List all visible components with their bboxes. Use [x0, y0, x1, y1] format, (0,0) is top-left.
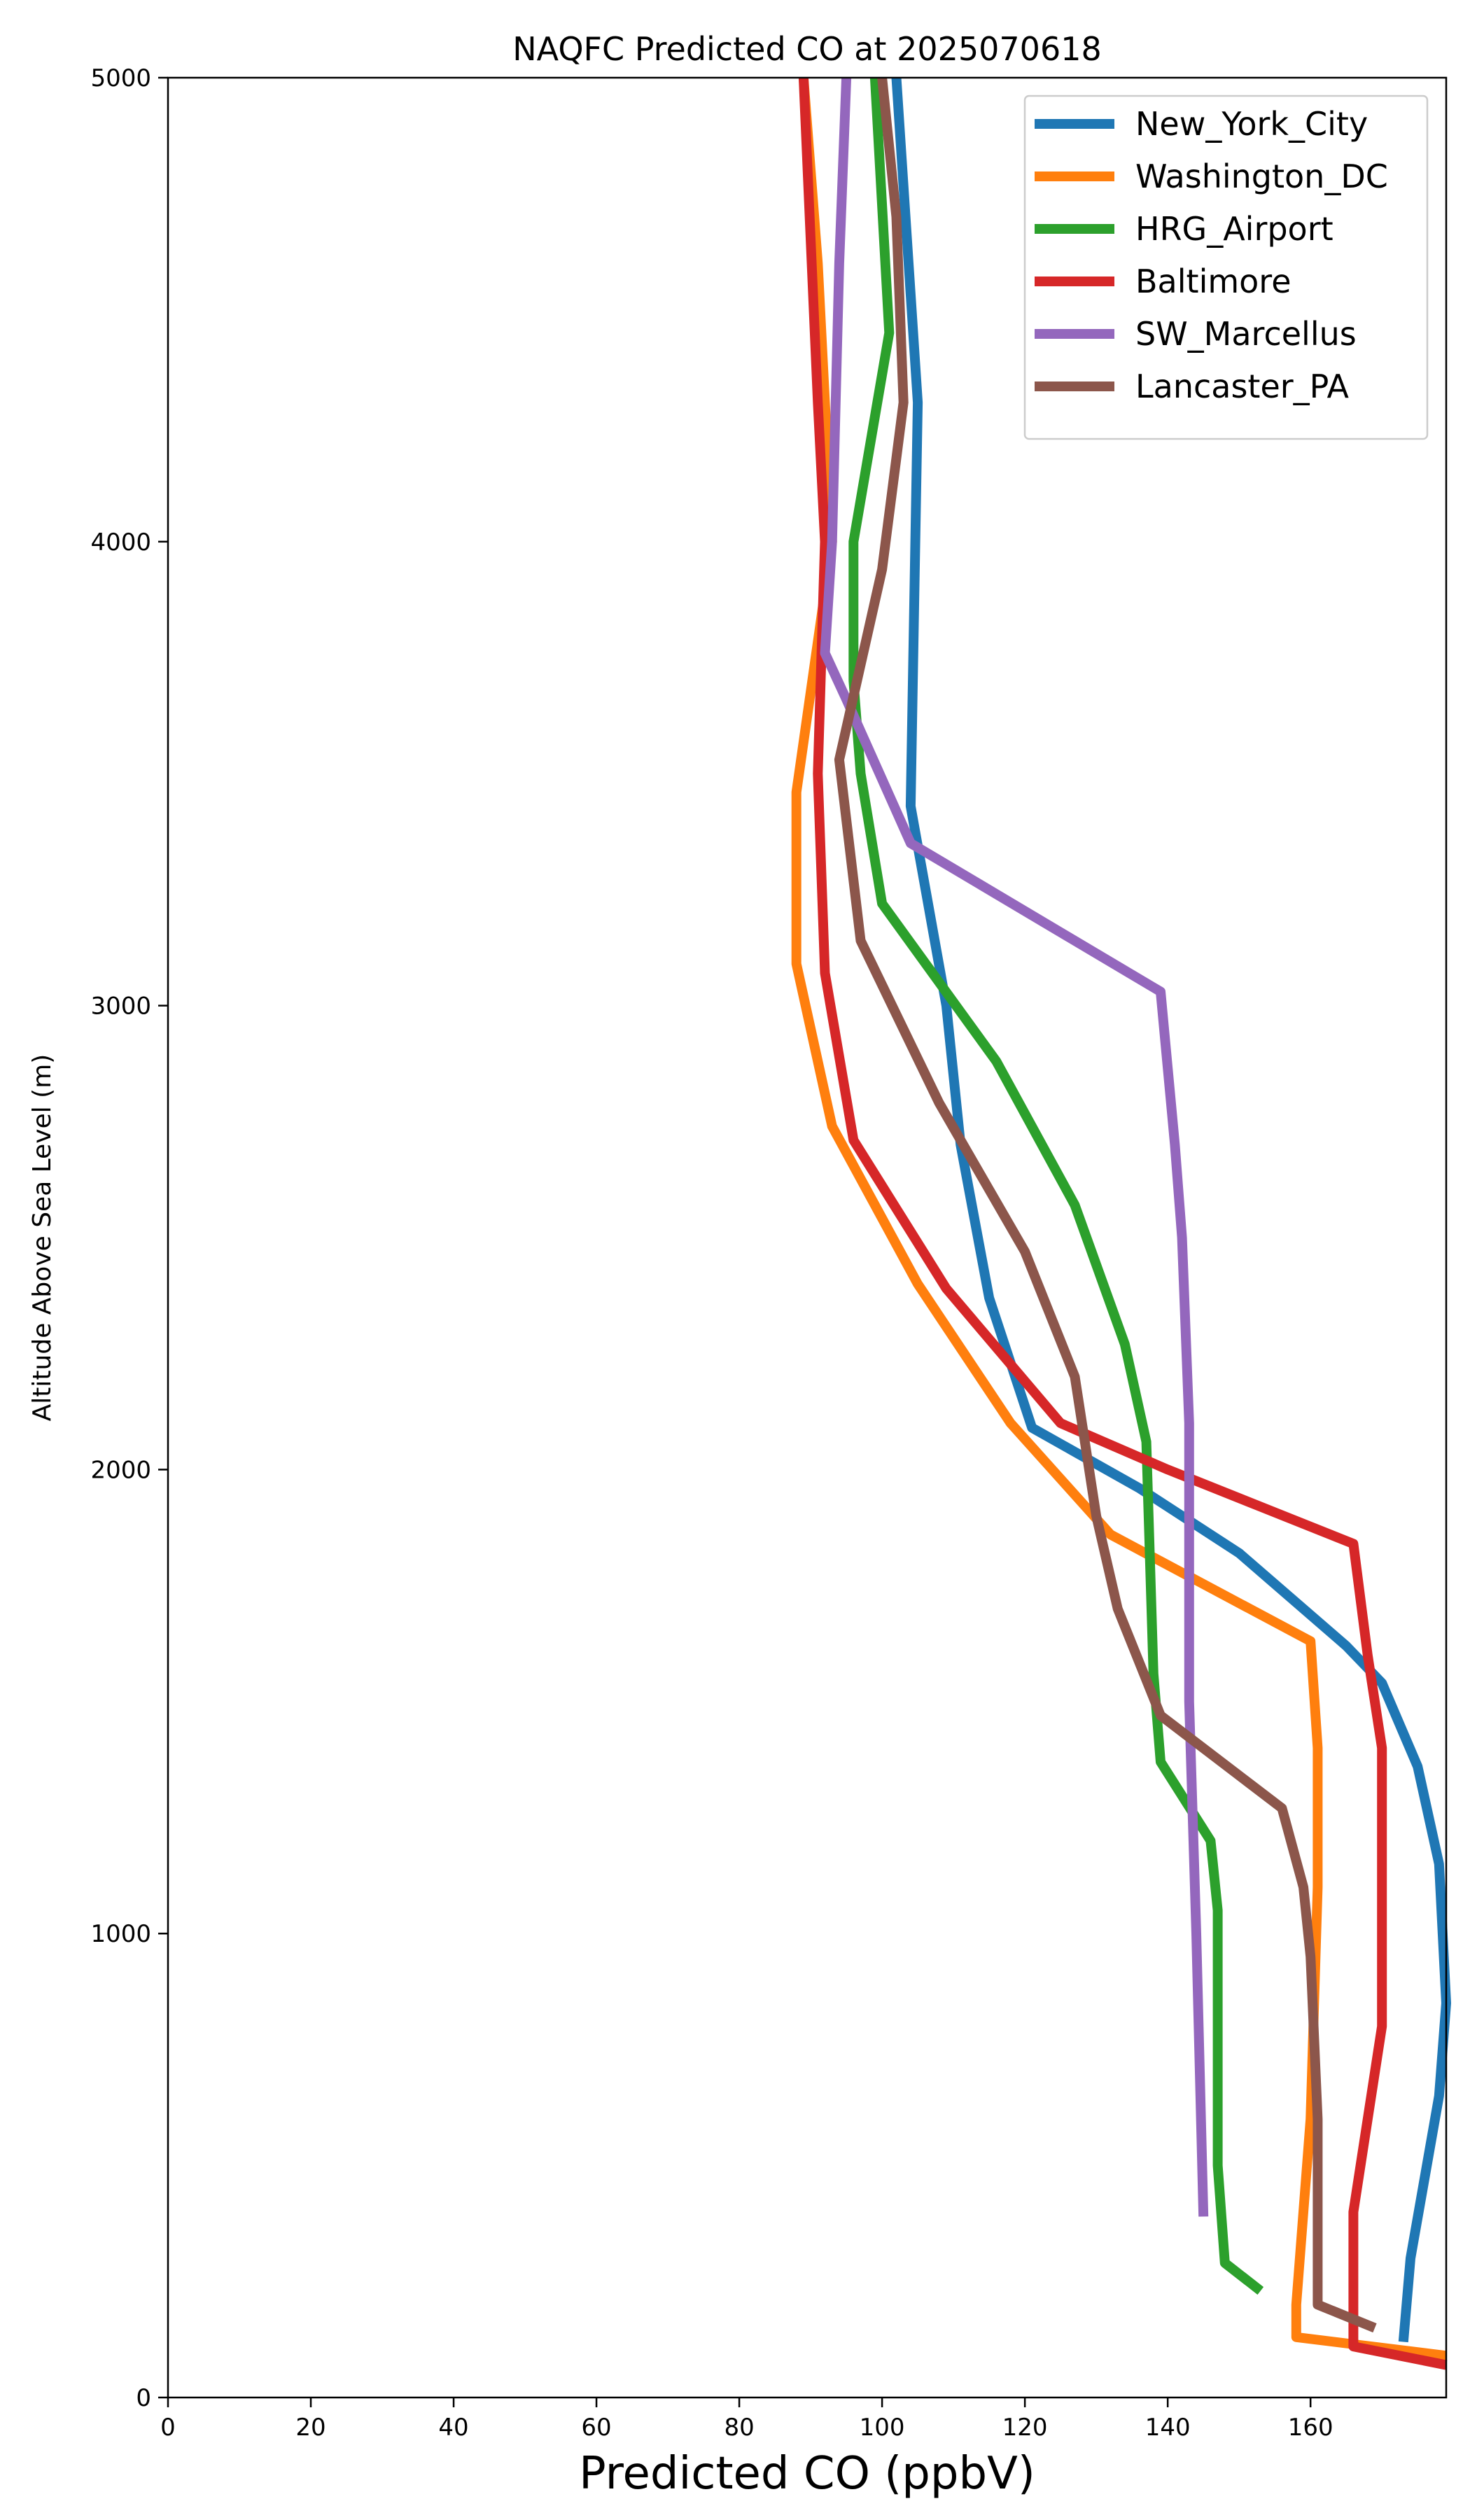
y-tick-label: 1000	[90, 1920, 151, 1948]
chart-title: NAQFC Predicted CO at 2025070618	[512, 30, 1102, 68]
x-axis-ticks: 0 20 40 60 80 100 120 140 160	[160, 2398, 1334, 2442]
series-line-washington-dc	[791, 77, 1447, 2361]
series-line-sw-marcellus	[820, 77, 1209, 2217]
x-axis-label: Predicted CO (ppbV)	[579, 2448, 1035, 2500]
x-tick-label: 160	[1288, 2414, 1334, 2442]
series-layer	[791, 77, 1451, 2370]
legend-label: SW_Marcellus	[1135, 315, 1357, 353]
x-tick-label: 60	[581, 2414, 611, 2442]
axes-frame	[167, 76, 1448, 2399]
x-tick-label: 100	[860, 2414, 905, 2442]
legend-frame	[1023, 94, 1429, 440]
series-line-baltimore	[798, 77, 1448, 2370]
legend-label: Baltimore	[1135, 262, 1292, 300]
y-tick-label: 4000	[90, 528, 151, 556]
legend-label: Washington_DC	[1135, 158, 1388, 195]
y-axis-ticks: 0 1000 2000 3000 4000 5000	[90, 64, 168, 2412]
x-tick-label: 40	[438, 2414, 468, 2442]
y-tick-label: 2000	[90, 1456, 151, 1484]
legend-label: New_York_City	[1135, 105, 1368, 143]
y-axis-label: Altitude Above Sea Level (m)	[28, 1054, 57, 1422]
legend-label: HRG_Airport	[1135, 210, 1334, 248]
x-tick-label: 140	[1145, 2414, 1191, 2442]
series-line-lancaster-pa	[834, 77, 1377, 2333]
y-tick-label: 0	[136, 2384, 151, 2412]
x-tick-label: 0	[160, 2414, 176, 2442]
series-line-new-york-city	[891, 77, 1451, 2343]
x-tick-label: 80	[724, 2414, 754, 2442]
x-tick-label: 120	[1002, 2414, 1048, 2442]
y-tick-label: 3000	[90, 993, 151, 1021]
legend: New_York_City Washington_DC HRG_Airport Bal…	[1023, 94, 1429, 440]
x-tick-label: 20	[295, 2414, 326, 2442]
legend-label: Lancaster_PA	[1135, 368, 1349, 405]
y-tick-label: 5000	[90, 64, 151, 92]
series-line-hrg-airport	[848, 77, 1264, 2295]
